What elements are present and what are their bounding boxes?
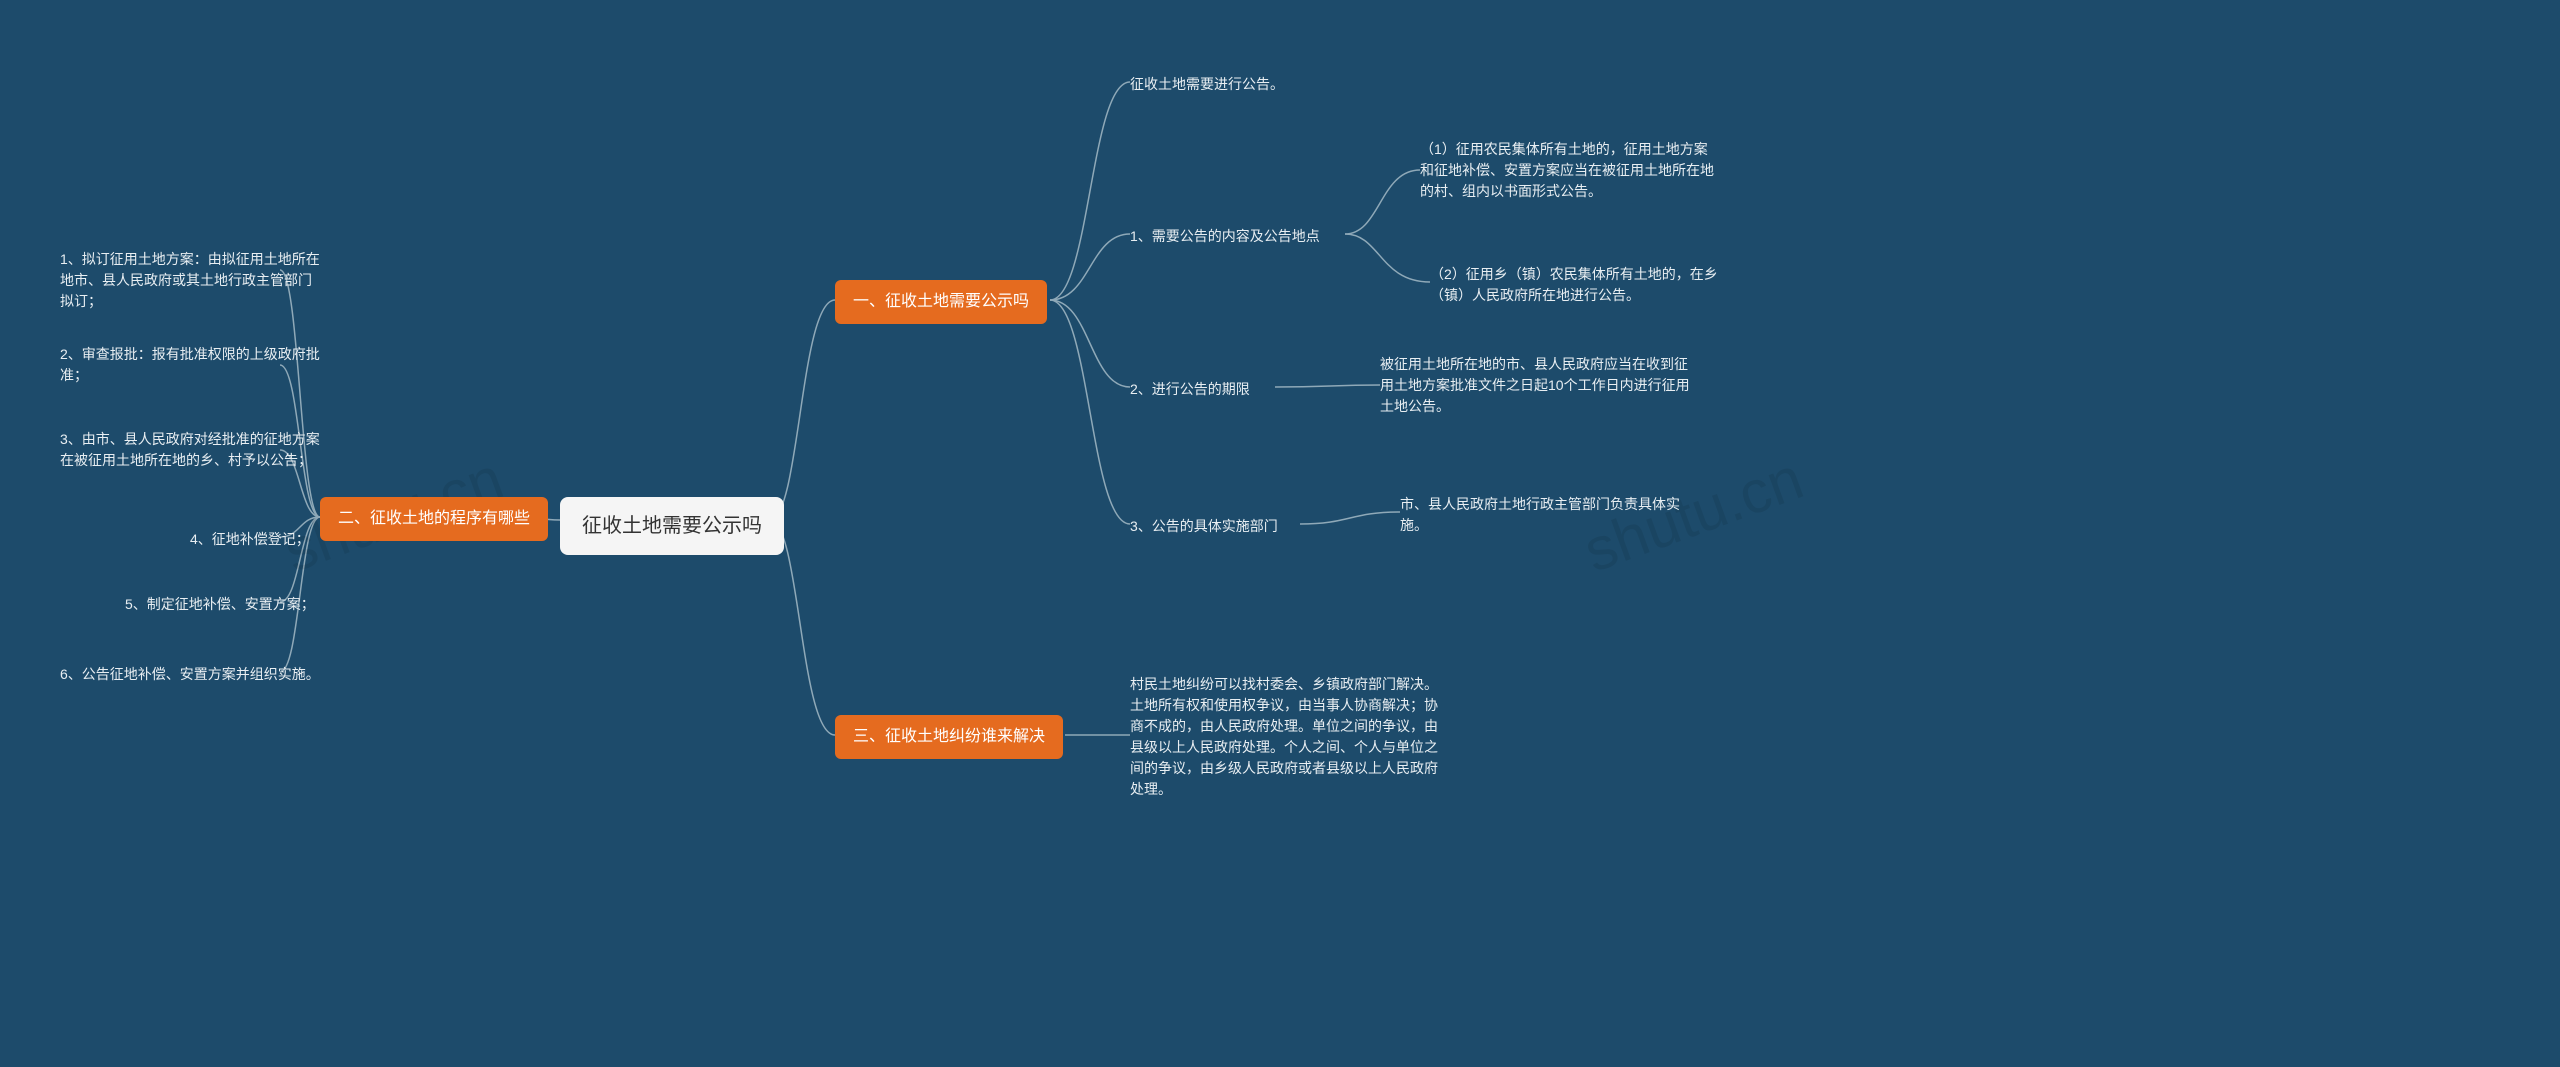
- leaf-b1-n2-c1[interactable]: 被征用土地所在地的市、县人民政府应当在收到征用土地方案批准文件之日起10个工作日…: [1380, 350, 1690, 421]
- leaf-b1-n1-c2[interactable]: （2）征用乡（镇）农民集体所有土地的，在乡（镇）人民政府所在地进行公告。: [1430, 260, 1730, 310]
- branch-node-1[interactable]: 一、征收土地需要公示吗: [835, 280, 1047, 324]
- branch-node-2[interactable]: 二、征收土地的程序有哪些: [320, 497, 548, 541]
- leaf-b2-n1[interactable]: 1、拟订征用土地方案：由拟征用土地所在地市、县人民政府或其土地行政主管部门拟订；: [60, 245, 320, 316]
- leaf-text: 2、审查报批：报有批准权限的上级政府批准；: [60, 346, 320, 383]
- leaf-b2-n3[interactable]: 3、由市、县人民政府对经批准的征地方案在被征用土地所在地的乡、村予以公告；: [60, 425, 320, 475]
- branch-1-label: 一、征收土地需要公示吗: [853, 293, 1029, 310]
- leaf-text: 2、进行公告的期限: [1130, 381, 1250, 397]
- leaf-text: 1、拟订征用土地方案：由拟征用土地所在地市、县人民政府或其土地行政主管部门拟订；: [60, 251, 320, 309]
- leaf-b1-n1-c1[interactable]: （1）征用农民集体所有土地的，征用土地方案和征地补偿、安置方案应当在被征用土地所…: [1420, 135, 1720, 206]
- leaf-text: 被征用土地所在地的市、县人民政府应当在收到征用土地方案批准文件之日起10个工作日…: [1380, 356, 1690, 414]
- leaf-text: 6、公告征地补偿、安置方案并组织实施。: [60, 666, 320, 682]
- leaf-b2-n2[interactable]: 2、审查报批：报有批准权限的上级政府批准；: [60, 340, 320, 390]
- leaf-b1-n3[interactable]: 3、公告的具体实施部门: [1130, 512, 1278, 541]
- leaf-b2-n4[interactable]: 4、征地补偿登记；: [190, 525, 310, 554]
- leaf-text: （2）征用乡（镇）农民集体所有土地的，在乡（镇）人民政府所在地进行公告。: [1430, 266, 1718, 303]
- leaf-b1-n3-c1[interactable]: 市、县人民政府土地行政主管部门负责具体实施。: [1400, 490, 1700, 540]
- branch-3-label: 三、征收土地纠纷谁来解决: [853, 728, 1045, 745]
- leaf-text: 1、需要公告的内容及公告地点: [1130, 228, 1320, 244]
- leaf-text: 3、公告的具体实施部门: [1130, 518, 1278, 534]
- leaf-text: 5、制定征地补偿、安置方案；: [125, 596, 315, 612]
- leaf-b2-n5[interactable]: 5、制定征地补偿、安置方案；: [125, 590, 315, 619]
- leaf-text: 市、县人民政府土地行政主管部门负责具体实施。: [1400, 496, 1680, 533]
- leaf-b1-n2[interactable]: 2、进行公告的期限: [1130, 375, 1250, 404]
- branch-node-3[interactable]: 三、征收土地纠纷谁来解决: [835, 715, 1063, 759]
- leaf-text: （1）征用农民集体所有土地的，征用土地方案和征地补偿、安置方案应当在被征用土地所…: [1420, 141, 1714, 199]
- leaf-b1-n0[interactable]: 征收土地需要进行公告。: [1130, 70, 1284, 99]
- branch-2-label: 二、征收土地的程序有哪些: [338, 510, 530, 527]
- leaf-text: 4、征地补偿登记；: [190, 531, 310, 547]
- leaf-b1-n1[interactable]: 1、需要公告的内容及公告地点: [1130, 222, 1320, 251]
- leaf-text: 征收土地需要进行公告。: [1130, 76, 1284, 92]
- leaf-b3-c1[interactable]: 村民土地纠纷可以找村委会、乡镇政府部门解决。土地所有权和使用权争议，由当事人协商…: [1130, 670, 1440, 804]
- leaf-text: 村民土地纠纷可以找村委会、乡镇政府部门解决。土地所有权和使用权争议，由当事人协商…: [1130, 676, 1438, 797]
- leaf-b2-n6[interactable]: 6、公告征地补偿、安置方案并组织实施。: [60, 660, 320, 689]
- root-node[interactable]: 征收土地需要公示吗: [560, 497, 784, 555]
- leaf-text: 3、由市、县人民政府对经批准的征地方案在被征用土地所在地的乡、村予以公告；: [60, 431, 320, 468]
- root-label: 征收土地需要公示吗: [582, 515, 762, 537]
